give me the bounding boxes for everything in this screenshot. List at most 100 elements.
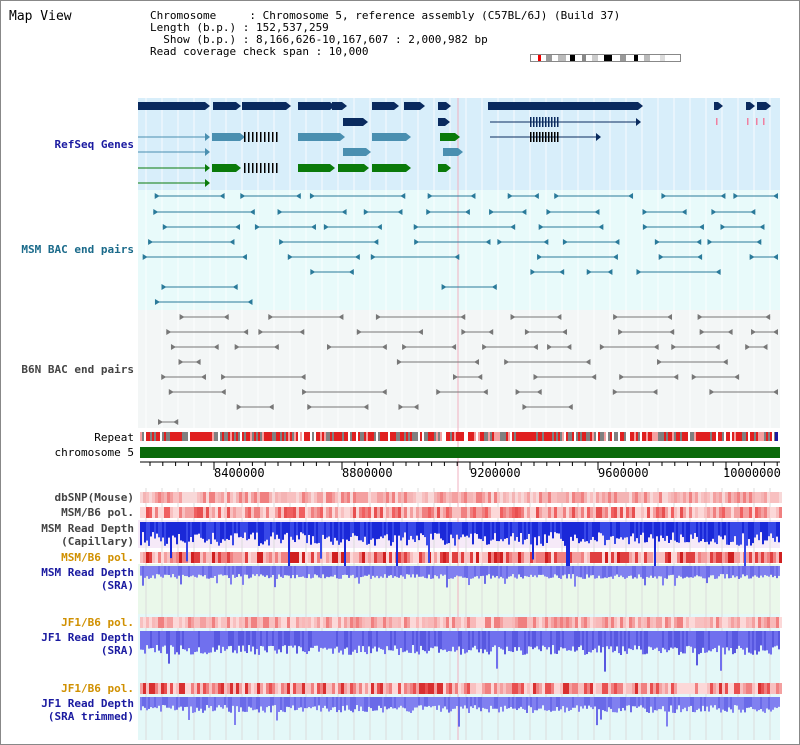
track-label-jf1-b6-pol-2[interactable]: JF1/B6 pol. xyxy=(61,682,134,695)
heat-cell xyxy=(563,617,566,628)
heat-cell xyxy=(479,552,482,563)
gene-exon xyxy=(272,132,274,142)
bac-end-marker xyxy=(697,254,703,260)
heat-cell xyxy=(560,617,563,628)
depth-bar xyxy=(392,697,394,709)
track-label-b6n-bac[interactable]: B6N BAC end pairs xyxy=(21,363,134,376)
depth-bar xyxy=(274,631,276,651)
depth-bar xyxy=(602,566,604,579)
repeat-segment xyxy=(348,432,350,441)
bac-end-marker xyxy=(691,374,697,380)
depth-bar xyxy=(640,631,642,650)
repeat-segment xyxy=(416,432,418,441)
heat-cell xyxy=(488,683,491,694)
depth-bar xyxy=(302,566,304,577)
track-label-jf1-b6-pol[interactable]: JF1/B6 pol. xyxy=(61,616,134,629)
heat-cell xyxy=(374,507,377,518)
depth-bar xyxy=(334,631,336,649)
depth-bar xyxy=(204,522,206,543)
track-label-msm-b6-pol[interactable]: MSM/B6 pol. xyxy=(61,506,134,519)
depth-bar xyxy=(682,631,684,654)
heat-cell xyxy=(374,683,377,694)
track-label-msm-sra[interactable]: MSM Read Depth (SRA) xyxy=(41,566,134,592)
heat-cell xyxy=(197,552,200,563)
depth-bar xyxy=(554,522,556,533)
heat-cell xyxy=(722,507,725,518)
heat-cell xyxy=(416,507,419,518)
depth-bar xyxy=(594,522,596,541)
depth-bar xyxy=(232,697,234,706)
bac-end-marker xyxy=(773,389,778,395)
heat-cell xyxy=(224,683,227,694)
depth-bar xyxy=(396,631,398,649)
depth-bar xyxy=(568,522,570,571)
gene-exon xyxy=(260,132,262,142)
depth-bar xyxy=(576,697,578,706)
depth-bar xyxy=(164,697,166,706)
depth-bar xyxy=(532,697,534,713)
depth-bar xyxy=(512,566,514,575)
depth-bar xyxy=(150,697,152,708)
track-label-jf1-sra-trimmed[interactable]: JF1 Read Depth (SRA trimmed) xyxy=(41,697,134,723)
gene-exon xyxy=(256,132,258,142)
heat-cell xyxy=(347,552,350,563)
depth-bar xyxy=(384,631,386,655)
depth-bar xyxy=(694,522,696,534)
gene-exon-block xyxy=(746,102,750,110)
depth-bar xyxy=(194,522,196,535)
depth-bar xyxy=(248,631,250,646)
bac-end-marker xyxy=(504,359,510,365)
repeat-segment xyxy=(464,432,466,441)
gene-exon-block xyxy=(714,102,718,110)
heat-cell xyxy=(509,507,512,518)
depth-bar xyxy=(564,522,566,546)
track-label-msm-bac[interactable]: MSM BAC end pairs xyxy=(21,243,134,256)
heat-cell xyxy=(311,552,314,563)
depth-bar xyxy=(496,631,498,669)
track-label-msm-b6-pol-2[interactable]: MSM/B6 pol. xyxy=(61,551,134,564)
heat-cell xyxy=(215,507,218,518)
depth-bar xyxy=(742,631,744,650)
depth-bar xyxy=(232,566,234,575)
depth-bar xyxy=(472,522,474,545)
heat-cell xyxy=(752,683,755,694)
heat-cell xyxy=(557,492,560,503)
gene-exon xyxy=(256,163,258,173)
depth-bar xyxy=(500,566,502,577)
depth-bar xyxy=(288,631,290,646)
heat-cell xyxy=(767,552,770,563)
heat-cell xyxy=(386,492,389,503)
depth-bar xyxy=(544,631,546,647)
heat-cell xyxy=(563,507,566,518)
chromosome-ideogram[interactable] xyxy=(530,52,682,64)
depth-bar xyxy=(326,566,328,577)
heat-cell xyxy=(737,683,740,694)
heat-cell xyxy=(335,683,338,694)
repeat-segment xyxy=(194,432,196,441)
depth-bar xyxy=(478,566,480,579)
depth-bar xyxy=(400,697,402,706)
depth-bar xyxy=(754,697,756,710)
heat-cell xyxy=(605,617,608,628)
heat-cell xyxy=(590,492,593,503)
depth-bar xyxy=(558,566,560,578)
depth-bar xyxy=(752,522,754,544)
repeat-segment xyxy=(586,432,588,441)
track-label-repeat[interactable]: Repeat xyxy=(94,431,134,444)
bac-end-marker xyxy=(756,239,762,245)
region-info: Chromosome : Chromosome 5, reference ass… xyxy=(150,10,620,58)
track-label-chromosome[interactable]: chromosome 5 xyxy=(54,446,134,459)
gene-exon-block xyxy=(138,102,205,110)
track-label-refseq[interactable]: RefSeq Genes xyxy=(54,138,134,151)
track-label-dbsnp[interactable]: dbSNP(Mouse) xyxy=(54,491,134,504)
heat-cell xyxy=(398,492,401,503)
bac-end-marker xyxy=(532,344,538,350)
heat-cell xyxy=(257,492,260,503)
depth-bar xyxy=(716,697,718,710)
track-label-msm-capillary[interactable]: MSM Read Depth (Capillary) xyxy=(41,522,134,548)
track-label-jf1-sra[interactable]: JF1 Read Depth (SRA) xyxy=(41,631,134,657)
depth-bar xyxy=(524,631,526,655)
depth-bar xyxy=(464,631,466,654)
depth-bar xyxy=(412,522,414,540)
